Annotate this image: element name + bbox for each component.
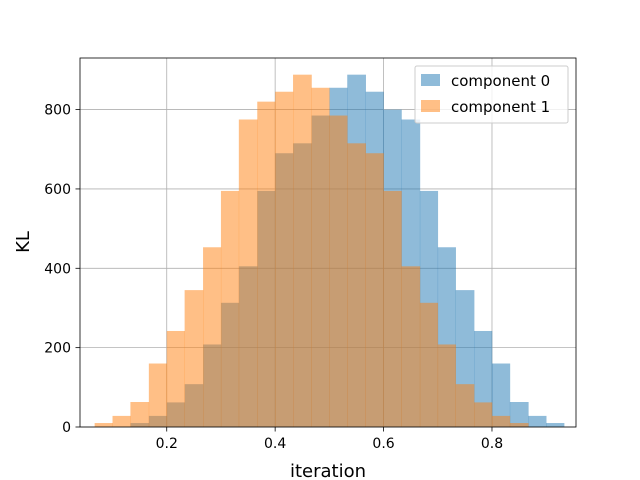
histogram-bar	[401, 266, 421, 427]
histogram-bar	[311, 87, 330, 428]
histogram-bar	[365, 153, 384, 427]
histogram-bar	[203, 247, 222, 427]
histogram-bar	[94, 423, 113, 427]
x-axis-label: iteration	[290, 461, 366, 480]
y-tick-label: 400	[44, 261, 71, 277]
y-tick-label: 800	[44, 103, 71, 119]
histogram-bar	[112, 415, 131, 427]
histogram-bar	[509, 423, 529, 427]
y-tick-label: 0	[62, 420, 71, 436]
histogram-bar	[329, 115, 348, 427]
y-tick-label: 600	[44, 182, 71, 198]
legend-swatch-component-1	[421, 100, 440, 112]
histogram-bar	[148, 363, 168, 427]
y-tick-label: 200	[44, 341, 71, 357]
series-component-1	[94, 74, 529, 428]
plot-frame	[79, 57, 577, 428]
histogram-bar	[419, 302, 439, 427]
histogram-bar	[528, 415, 547, 427]
x-tick-label: 0.6	[372, 436, 394, 452]
y-axis-label: KL	[13, 231, 34, 253]
histogram-bar	[257, 101, 276, 427]
histogram-bar	[509, 402, 529, 427]
histogram-bar	[546, 423, 565, 427]
x-tick-label: 0.4	[264, 436, 286, 452]
histogram-bar	[166, 330, 185, 427]
histogram-bar	[293, 74, 312, 427]
legend: component 0 component 1	[414, 65, 569, 124]
legend-swatch-component-0	[421, 74, 440, 86]
histogram-bar	[220, 190, 240, 427]
histogram-bar	[491, 415, 511, 427]
histogram-bar	[238, 119, 258, 427]
legend-label-component-1: component 1	[451, 98, 550, 116]
y-axis-ticks: 0 200 400 600 800	[44, 103, 80, 436]
legend-label-component-0: component 0	[451, 72, 550, 90]
histogram-bar	[347, 143, 366, 427]
legend-box	[414, 65, 569, 124]
x-tick-label: 0.8	[481, 436, 503, 452]
bars	[94, 74, 565, 428]
histogram-bar	[474, 402, 493, 427]
histogram-bar	[383, 190, 402, 427]
histogram-bar	[275, 91, 294, 428]
histogram-bar	[437, 344, 456, 427]
histogram-bar	[455, 384, 475, 427]
histogram-bar	[130, 402, 150, 427]
histogram-bar	[491, 363, 511, 427]
histogram-bar	[184, 290, 204, 427]
x-tick-label: 0.2	[156, 436, 178, 452]
x-axis-ticks: 0.2 0.4 0.6 0.8	[156, 427, 503, 452]
